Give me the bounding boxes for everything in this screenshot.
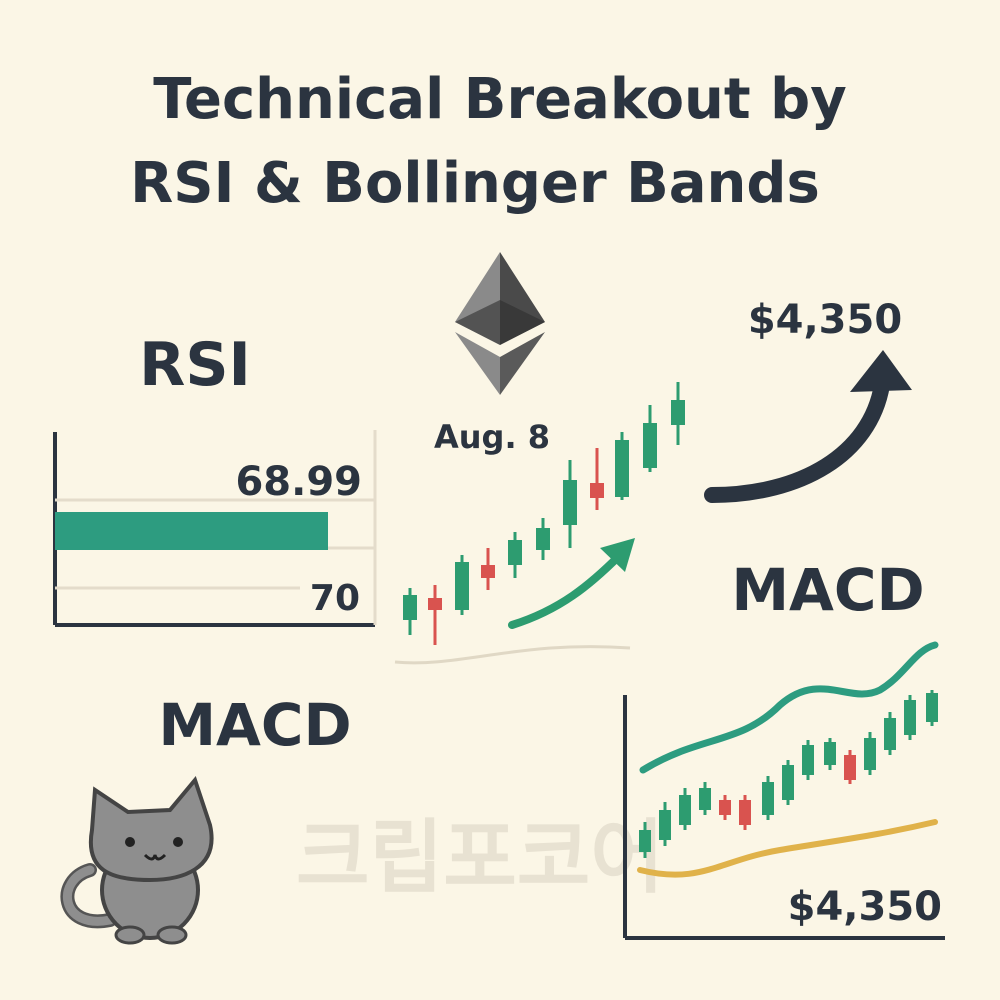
lower-line <box>637 819 938 878</box>
macd-chart <box>623 641 945 940</box>
candle-body <box>536 528 550 550</box>
price-bottom: $4,350 <box>788 884 942 930</box>
candle-body <box>782 765 794 800</box>
candle-body <box>699 788 711 810</box>
candle-body <box>615 440 629 497</box>
candle-body <box>671 400 685 425</box>
trend-arrow <box>508 551 624 629</box>
macd-label-right: MACD <box>731 556 924 624</box>
band-line <box>394 645 631 665</box>
date-label: Aug. 8 <box>434 418 550 456</box>
candle-body <box>762 782 774 815</box>
candle-body <box>508 540 522 565</box>
candle-body <box>563 480 577 525</box>
watermark: 크립포코어 <box>296 811 664 904</box>
candle-body <box>428 598 442 610</box>
candle-body <box>590 483 604 498</box>
rsi-panel <box>53 430 377 627</box>
candle-body <box>481 565 495 578</box>
candle-body <box>844 755 856 780</box>
title-line-1: Technical Breakout by <box>153 67 847 132</box>
candle-body <box>659 810 671 840</box>
candle-body <box>739 800 751 825</box>
candle-body <box>455 562 469 610</box>
candle-body <box>643 423 657 468</box>
rsi-level: 70 <box>310 578 360 619</box>
candle-body <box>719 800 731 815</box>
upper-line <box>639 641 939 774</box>
candle-body <box>884 718 896 750</box>
rsi-bar <box>55 512 328 550</box>
candle-body <box>679 795 691 825</box>
macd-label-left: MACD <box>158 691 351 759</box>
price-top: $4,350 <box>748 297 902 343</box>
candle-body <box>639 830 651 852</box>
candle-body <box>824 742 836 765</box>
up-arrow <box>704 377 890 503</box>
candlesticks <box>403 382 685 645</box>
title-line-2: RSI & Bollinger Bands <box>130 151 820 216</box>
candle-body <box>403 595 417 620</box>
eth-logo <box>455 252 545 395</box>
candle-body <box>864 738 876 770</box>
rsi-label: RSI <box>139 330 251 400</box>
cat <box>60 775 214 945</box>
candle-body <box>802 745 814 775</box>
arrow-head <box>850 350 912 392</box>
candle-body <box>926 693 938 722</box>
rsi-value: 68.99 <box>235 459 362 505</box>
candle-body <box>904 700 916 735</box>
arrow-head <box>600 538 635 572</box>
